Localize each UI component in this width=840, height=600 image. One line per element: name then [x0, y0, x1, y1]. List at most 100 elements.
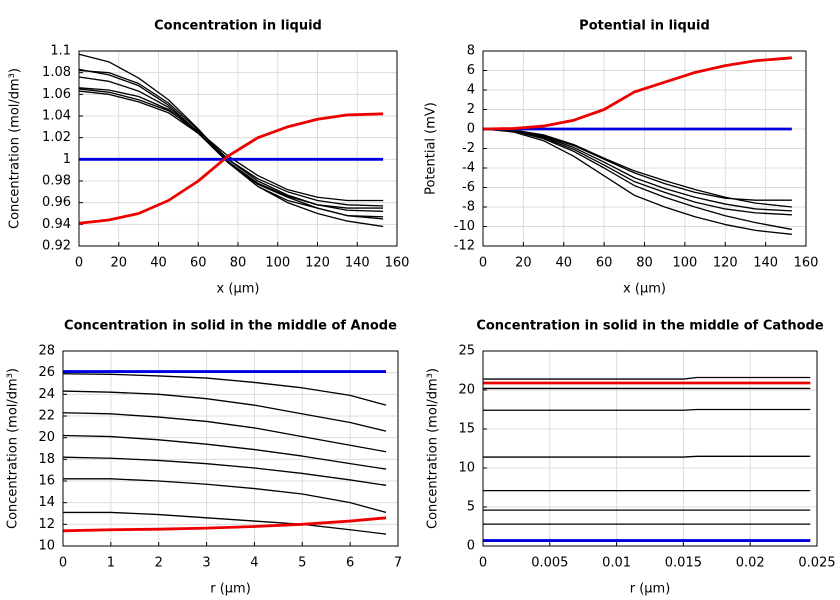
- data-line: [62, 516, 387, 533]
- y-tick-label: 5: [467, 500, 475, 515]
- x-tick-label: 6: [346, 556, 354, 571]
- x-tick-label: 160: [794, 256, 819, 271]
- y-tick-label: 14: [38, 495, 55, 510]
- x-tick-label: 4: [250, 556, 258, 571]
- chart-title: Concentration in liquid: [154, 19, 322, 34]
- y-tick-label: 25: [458, 344, 475, 359]
- y-axis-label: Concentration (mol/dm³): [426, 368, 441, 529]
- y-axis-label: Concentration (mol/dm³): [6, 368, 21, 529]
- plot-frame: [78, 50, 398, 247]
- x-tick-label: 80: [230, 256, 247, 271]
- data-line: [78, 69, 384, 212]
- x-tick-label: 5: [298, 556, 306, 571]
- x-tick-label: 0: [479, 556, 487, 571]
- y-tick-label: -4: [462, 161, 475, 176]
- x-tick-label: 20: [110, 256, 127, 271]
- data-line: [62, 456, 387, 486]
- x-tick-label: 40: [150, 256, 167, 271]
- data-line: [78, 90, 384, 218]
- y-tick-label: 15: [458, 422, 475, 437]
- x-tick-label: 0: [59, 556, 67, 571]
- y-tick-label: -8: [462, 200, 475, 215]
- chart-title: Concentration in solid in the middle of …: [476, 319, 824, 334]
- y-tick-label: 0.92: [42, 239, 71, 254]
- y-tick-label: 20: [458, 383, 475, 398]
- y-tick-label: 20: [38, 430, 55, 445]
- x-tick-label: 3: [202, 556, 210, 571]
- x-tick-label: 0.005: [531, 556, 568, 571]
- y-tick-label: 2: [467, 102, 475, 117]
- data-line: [482, 128, 792, 235]
- y-tick-label: 10: [38, 539, 55, 554]
- data-line: [62, 390, 387, 432]
- x-tick-label: 40: [555, 256, 572, 271]
- x-tick-label: 0.01: [602, 556, 631, 571]
- y-axis-label: Concentration (mol/dm³): [8, 68, 23, 229]
- data-line: [483, 376, 811, 380]
- x-tick-label: 140: [753, 256, 778, 271]
- y-tick-label: 22: [38, 409, 55, 424]
- y-tick-label: 0.94: [42, 217, 71, 232]
- y-tick-label: 12: [38, 517, 55, 532]
- data-line: [63, 511, 387, 535]
- chart-title: Potential in liquid: [579, 19, 710, 34]
- data-line: [482, 56, 792, 131]
- x-tick-label: 2: [155, 556, 163, 571]
- y-tick-label: 0.98: [42, 174, 71, 189]
- x-tick-label: 160: [385, 256, 410, 271]
- plot-frame: [62, 350, 399, 547]
- y-tick-label: 1.02: [42, 130, 71, 145]
- y-tick-label: 18: [38, 452, 55, 467]
- x-tick-label: 0: [479, 256, 487, 271]
- y-tick-label: 1.08: [42, 65, 71, 80]
- y-tick-label: -10: [454, 219, 475, 234]
- y-tick-label: 4: [467, 83, 475, 98]
- x-axis-label: x (µm): [623, 282, 666, 297]
- y-tick-label: 6: [467, 63, 475, 78]
- y-tick-label: 0: [467, 122, 475, 137]
- x-tick-label: 0.015: [665, 556, 702, 571]
- data-line: [62, 412, 387, 453]
- x-tick-label: 7: [394, 556, 402, 571]
- y-tick-label: 0.96: [42, 195, 71, 210]
- x-tick-label: 60: [596, 256, 613, 271]
- x-tick-label: 80: [636, 256, 653, 271]
- data-line: [78, 112, 384, 225]
- data-line: [78, 68, 384, 220]
- data-line: [62, 373, 387, 406]
- y-tick-label: 8: [467, 44, 475, 59]
- chart-title: Concentration in solid in the middle of …: [64, 319, 397, 334]
- x-tick-label: 0: [75, 256, 83, 271]
- x-tick-label: 120: [713, 256, 738, 271]
- y-tick-label: 1.1: [50, 44, 71, 59]
- x-tick-label: 100: [265, 256, 290, 271]
- y-axis-label: Potential (mV): [424, 102, 439, 195]
- data-line: [482, 128, 792, 212]
- y-tick-label: 16: [38, 474, 55, 489]
- data-line: [483, 408, 811, 411]
- data-line: [482, 128, 792, 208]
- x-axis-label: x (µm): [217, 282, 260, 297]
- x-tick-label: 20: [515, 256, 532, 271]
- y-tick-label: -2: [462, 141, 475, 156]
- data-line: [483, 455, 811, 458]
- y-tick-label: -6: [462, 180, 475, 195]
- y-tick-label: 1.04: [42, 109, 71, 124]
- x-tick-label: 140: [345, 256, 370, 271]
- x-axis-label: r (µm): [210, 582, 251, 597]
- data-line: [482, 128, 792, 216]
- y-tick-label: 10: [458, 461, 475, 476]
- x-axis-label: r (µm): [630, 582, 671, 597]
- plot-frame: [482, 50, 807, 247]
- y-tick-label: 24: [38, 387, 55, 402]
- plot-frame: [482, 350, 818, 547]
- x-tick-label: 60: [190, 256, 207, 271]
- data-line: [482, 128, 792, 201]
- x-tick-label: 0.025: [798, 556, 835, 571]
- data-line: [63, 478, 387, 514]
- y-tick-label: 0: [467, 539, 475, 554]
- data-line: [78, 88, 384, 202]
- y-tick-label: -12: [454, 239, 475, 254]
- x-tick-label: 100: [672, 256, 697, 271]
